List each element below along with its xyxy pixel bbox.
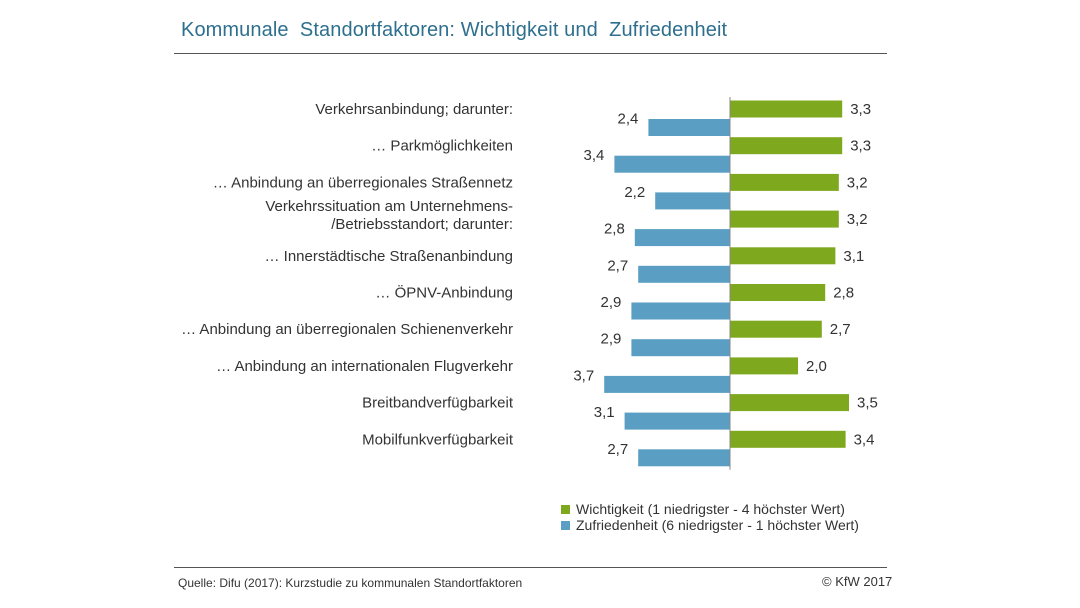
bar-wichtigkeit (730, 320, 822, 338)
category-label-line: /Betriebsstandort; darunter: (331, 216, 513, 233)
bar-zufriedenheit (624, 412, 730, 430)
bar-wichtigkeit (730, 247, 836, 265)
legend: Wichtigkeit (1 niedrigster - 4 höchster … (561, 501, 859, 533)
legend-label: Wichtigkeit (1 niedrigster - 4 höchster … (576, 501, 845, 517)
bar-wichtigkeit (730, 100, 843, 118)
copyright-note: © KfW 2017 (822, 574, 893, 589)
bar-zufriedenheit (638, 449, 730, 467)
bar-zufriedenheit (634, 229, 730, 247)
bar-zufriedenheit (631, 339, 730, 357)
value-label-wichtigkeit: 2,7 (830, 321, 851, 338)
value-labels: 3,3 2,4 3,3 3,4 3,2 2,2 3,2 2,8 3,1 2,7 2,8 2,9 2,7 2… (573, 101, 878, 458)
bar-zufriedenheit (604, 375, 730, 393)
footer-divider (174, 567, 887, 568)
value-label-zufriedenheit: 2,9 (601, 294, 622, 311)
value-label-zufriedenheit: 2,7 (607, 441, 628, 458)
value-label-wichtigkeit: 3,5 (857, 395, 878, 412)
value-label-zufriedenheit: 3,4 (584, 147, 605, 164)
value-label-zufriedenheit: 2,4 (618, 111, 639, 128)
category-label: … Parkmöglichkeiten (371, 138, 513, 155)
bar-wichtigkeit (730, 210, 839, 228)
bar-zufriedenheit (655, 192, 730, 210)
bar-zufriedenheit (631, 302, 730, 320)
category-label-line: Verkehrssituation am Unternehmens- (265, 198, 513, 215)
bar-wichtigkeit (730, 137, 843, 155)
value-label-zufriedenheit: 3,1 (594, 404, 615, 421)
value-label-wichtigkeit: 3,3 (850, 101, 871, 118)
value-label-zufriedenheit: 2,2 (624, 184, 645, 201)
legend-label: Zufriedenheit (6 niedrigster - 1 höchste… (576, 517, 859, 533)
bars (604, 100, 849, 467)
value-label-zufriedenheit: 2,8 (604, 221, 625, 238)
value-label-wichtigkeit: 3,1 (843, 248, 864, 265)
value-label-wichtigkeit: 2,0 (806, 358, 827, 375)
legend-swatch (561, 521, 570, 530)
category-label: Verkehrssituation am Unternehmens-/Betri… (265, 198, 513, 233)
category-label: Mobilfunkverfügbarkeit (362, 431, 514, 448)
category-label: … ÖPNV-Anbindung (375, 284, 513, 302)
value-label-wichtigkeit: 2,8 (833, 285, 854, 302)
bar-wichtigkeit (730, 430, 846, 448)
category-label: Verkehrsanbindung; darunter: (315, 101, 513, 118)
bar-zufriedenheit (614, 155, 730, 173)
bar-wichtigkeit (730, 357, 798, 375)
category-label: Breitbandverfügbarkeit (362, 395, 514, 412)
bar-wichtigkeit (730, 173, 839, 191)
value-label-wichtigkeit: 3,2 (847, 211, 868, 228)
category-label: … Anbindung an überregionalen Schienenve… (181, 321, 513, 338)
value-label-zufriedenheit: 3,7 (573, 367, 594, 384)
category-label: … Innerstädtische Straßenanbindung (265, 248, 514, 265)
title-divider (174, 53, 887, 54)
source-note: Quelle: Difu (2017): Kurzstudie zu kommu… (178, 576, 523, 590)
value-label-wichtigkeit: 3,2 (847, 174, 868, 191)
value-label-wichtigkeit: 3,4 (854, 431, 875, 448)
legend-swatch (561, 505, 570, 514)
bar-zufriedenheit (648, 119, 730, 136)
value-label-wichtigkeit: 3,3 (850, 138, 871, 155)
chart-title: Kommunale Standortfaktoren: Wichtigkeit … (181, 19, 728, 41)
bar-wichtigkeit (730, 394, 849, 412)
value-label-zufriedenheit: 2,7 (607, 257, 628, 274)
value-label-zufriedenheit: 2,9 (601, 331, 622, 348)
bar-zufriedenheit (638, 265, 730, 283)
category-label: … Anbindung an internationalen Flugverke… (216, 358, 513, 375)
category-label: … Anbindung an überregionales Straßennet… (213, 174, 513, 191)
category-labels: Verkehrsanbindung; darunter: … Parkmöglic… (181, 101, 514, 448)
bar-wichtigkeit (730, 284, 826, 301)
